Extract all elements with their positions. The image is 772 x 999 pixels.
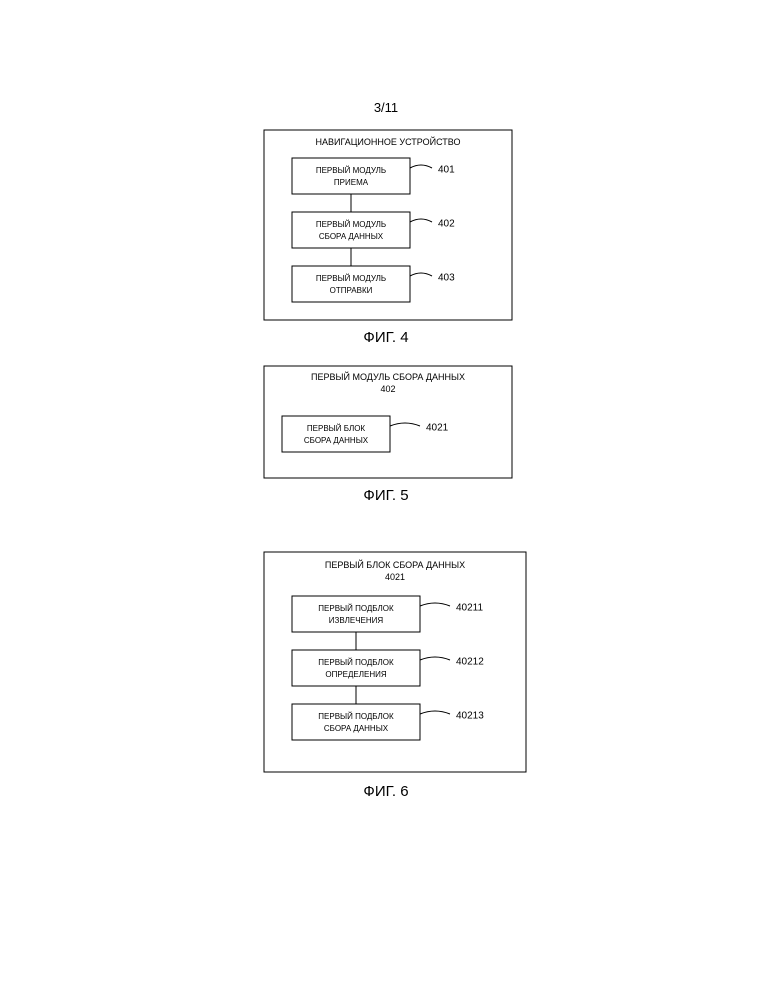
fig4-caption: ФИГ. 4 xyxy=(363,329,408,346)
fig5-caption: ФИГ. 5 xyxy=(363,487,408,504)
fig6-title-line2: 4021 xyxy=(385,572,405,582)
fig4-node-1-label2: СБОРА ДАННЫХ xyxy=(319,232,384,241)
fig4-ref-1: 402 xyxy=(438,219,455,230)
fig4-node-0-label1: ПЕРВЫЙ МОДУЛЬ xyxy=(316,166,386,175)
fig5-node-0-label2: СБОРА ДАННЫХ xyxy=(304,436,369,445)
fig4-title: НАВИГАЦИОННОЕ УСТРОЙСТВО xyxy=(316,136,461,147)
fig6-node-1-label1: ПЕРВЫЙ ПОДБЛОК xyxy=(318,658,394,667)
fig6-node-0-label2: ИЗВЛЕЧЕНИЯ xyxy=(329,616,384,625)
fig6-ref-2: 40213 xyxy=(456,711,484,722)
fig6-node-1-label2: ОПРЕДЕЛЕНИЯ xyxy=(325,670,387,679)
fig4-node-2-label1: ПЕРВЫЙ МОДУЛЬ xyxy=(316,274,386,283)
fig6-title-line1: ПЕРВЫЙ БЛОК СБОРА ДАННЫХ xyxy=(325,559,465,570)
page-number: 3/11 xyxy=(374,100,398,115)
fig6-caption: ФИГ. 6 xyxy=(363,783,408,800)
fig4-node-2-label2: ОТПРАВКИ xyxy=(330,286,373,295)
fig4-ref-2: 403 xyxy=(438,273,455,284)
fig5-ref-0: 4021 xyxy=(426,423,449,434)
fig5-title-line1: ПЕРВЫЙ МОДУЛЬ СБОРА ДАННЫХ xyxy=(311,371,465,382)
fig6-node-2-label2: СБОРА ДАННЫХ xyxy=(324,724,389,733)
fig6-node-2-label1: ПЕРВЫЙ ПОДБЛОК xyxy=(318,712,394,721)
fig5-title-line2: 402 xyxy=(380,384,395,394)
diagram-canvas: 3/11 НАВИГАЦИОННОЕ УСТРОЙСТВО ПЕРВЫЙ МОДУЛ… xyxy=(0,0,772,999)
fig4-node-1-label1: ПЕРВЫЙ МОДУЛЬ xyxy=(316,220,386,229)
fig6-ref-0: 40211 xyxy=(456,603,484,614)
fig5-node-0-label1: ПЕРВЫЙ БЛОК xyxy=(307,424,366,433)
fig6-ref-1: 40212 xyxy=(456,657,484,668)
fig4-ref-0: 401 xyxy=(438,165,455,176)
fig6-node-0-label1: ПЕРВЫЙ ПОДБЛОК xyxy=(318,604,394,613)
fig4-node-0-label2: ПРИЕМА xyxy=(334,178,369,187)
